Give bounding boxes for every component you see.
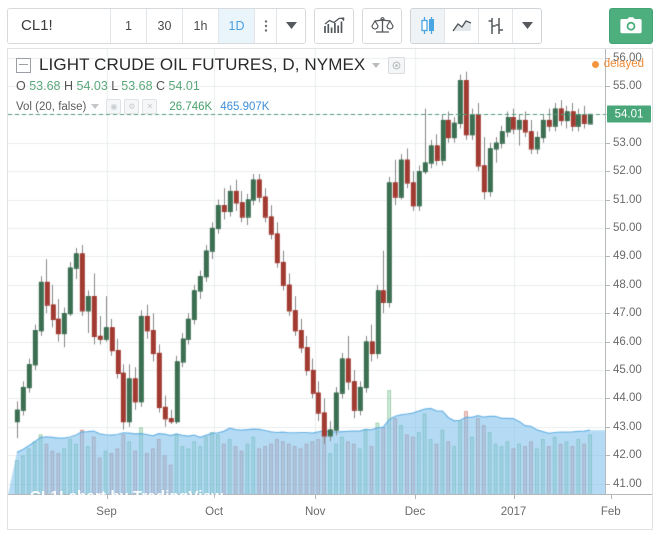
- time-tick: [214, 495, 215, 499]
- time-tick: [415, 495, 416, 499]
- compare-group: [362, 7, 402, 44]
- price-axis-label: 48.00: [613, 278, 642, 291]
- price-tick: [606, 455, 610, 456]
- timeframe-dropdown-icon[interactable]: [277, 8, 305, 43]
- price-tick: [606, 256, 610, 257]
- camera-icon: [620, 17, 642, 34]
- compare-scales-icon[interactable]: [363, 8, 401, 43]
- snapshot-button[interactable]: [609, 7, 653, 44]
- status-dot-icon: [591, 60, 599, 68]
- price-axis-label: 50.00: [613, 221, 642, 234]
- chart-style-group: [410, 7, 542, 44]
- price-axis-label: 52.00: [613, 165, 642, 178]
- time-axis-label: 2017: [500, 506, 527, 518]
- symbol-input[interactable]: CL1!: [8, 8, 111, 43]
- time-axis-label: Dec: [404, 506, 426, 518]
- time-axis-label: Sep: [96, 506, 117, 518]
- symbol-and-timeframe-group: CL1! 1 30 1h 1D: [7, 7, 306, 44]
- time-tick: [611, 495, 612, 499]
- price-tick: [606, 285, 610, 286]
- price-tick: [606, 484, 610, 485]
- price-tick: [606, 398, 610, 399]
- current-price-label[interactable]: 54.01: [607, 105, 651, 123]
- chart-toolbar: CL1! 1 30 1h 1D: [7, 6, 653, 45]
- time-tick: [315, 495, 316, 499]
- price-axis-label: 47.00: [613, 307, 642, 320]
- price-axis-label: 42.00: [613, 449, 642, 462]
- time-axis-label: Nov: [304, 506, 326, 518]
- price-axis[interactable]: 56.00 55.00 53.00 52.00 51.00 50.00 49.00 48.00…: [605, 49, 652, 495]
- price-axis-label: 53.00: [613, 136, 642, 149]
- price-axis-label: 55.00: [613, 79, 642, 92]
- price-tick: [606, 370, 610, 371]
- timeframe-1d[interactable]: 1D: [219, 8, 255, 43]
- price-tick: [606, 171, 610, 172]
- price-tick: [606, 427, 610, 428]
- more-timeframes-icon[interactable]: [255, 8, 277, 43]
- price-tick: [606, 228, 610, 229]
- price-axis-label: 41.00: [613, 477, 642, 490]
- price-axis-label: 51.00: [613, 193, 642, 206]
- price-axis-label: 45.00: [613, 364, 642, 376]
- status-badge: delayed: [591, 58, 644, 70]
- indicators-group: [314, 7, 354, 44]
- timeframe-1[interactable]: 1: [111, 8, 147, 43]
- time-axis-label: Oct: [205, 506, 224, 518]
- timeframe-1h[interactable]: 1h: [183, 8, 219, 43]
- indicators-icon[interactable]: [315, 8, 353, 43]
- timeframe-30[interactable]: 30: [147, 8, 183, 43]
- price-axis-label: 46.00: [613, 335, 642, 348]
- time-axis[interactable]: Sep Oct Nov Dec 2017 Feb: [8, 494, 652, 529]
- time-tick: [107, 495, 108, 499]
- price-tick: [606, 200, 610, 201]
- style-candlestick-icon[interactable]: [411, 8, 445, 43]
- time-axis-label: Feb: [600, 506, 621, 518]
- chart-style-dropdown-icon[interactable]: [513, 8, 541, 43]
- style-line-icon[interactable]: [445, 8, 479, 43]
- price-axis-label: 43.00: [613, 420, 642, 433]
- chart-plot-area[interactable]: [8, 49, 606, 495]
- price-tick: [606, 313, 610, 314]
- price-tick: [606, 342, 610, 343]
- status-label: delayed: [603, 58, 644, 70]
- price-tick: [606, 86, 610, 87]
- price-tick: [606, 58, 610, 59]
- style-bars-icon[interactable]: [479, 8, 513, 43]
- price-axis-label: 44.00: [613, 392, 642, 405]
- chart-panel: LIGHT CRUDE OIL FUTURES, D, NYMEX O 53.6…: [7, 48, 653, 530]
- price-tick: [606, 143, 610, 144]
- price-axis-label: 49.00: [613, 250, 642, 263]
- time-tick: [514, 495, 515, 499]
- price-axis-label: 56.00: [613, 51, 642, 64]
